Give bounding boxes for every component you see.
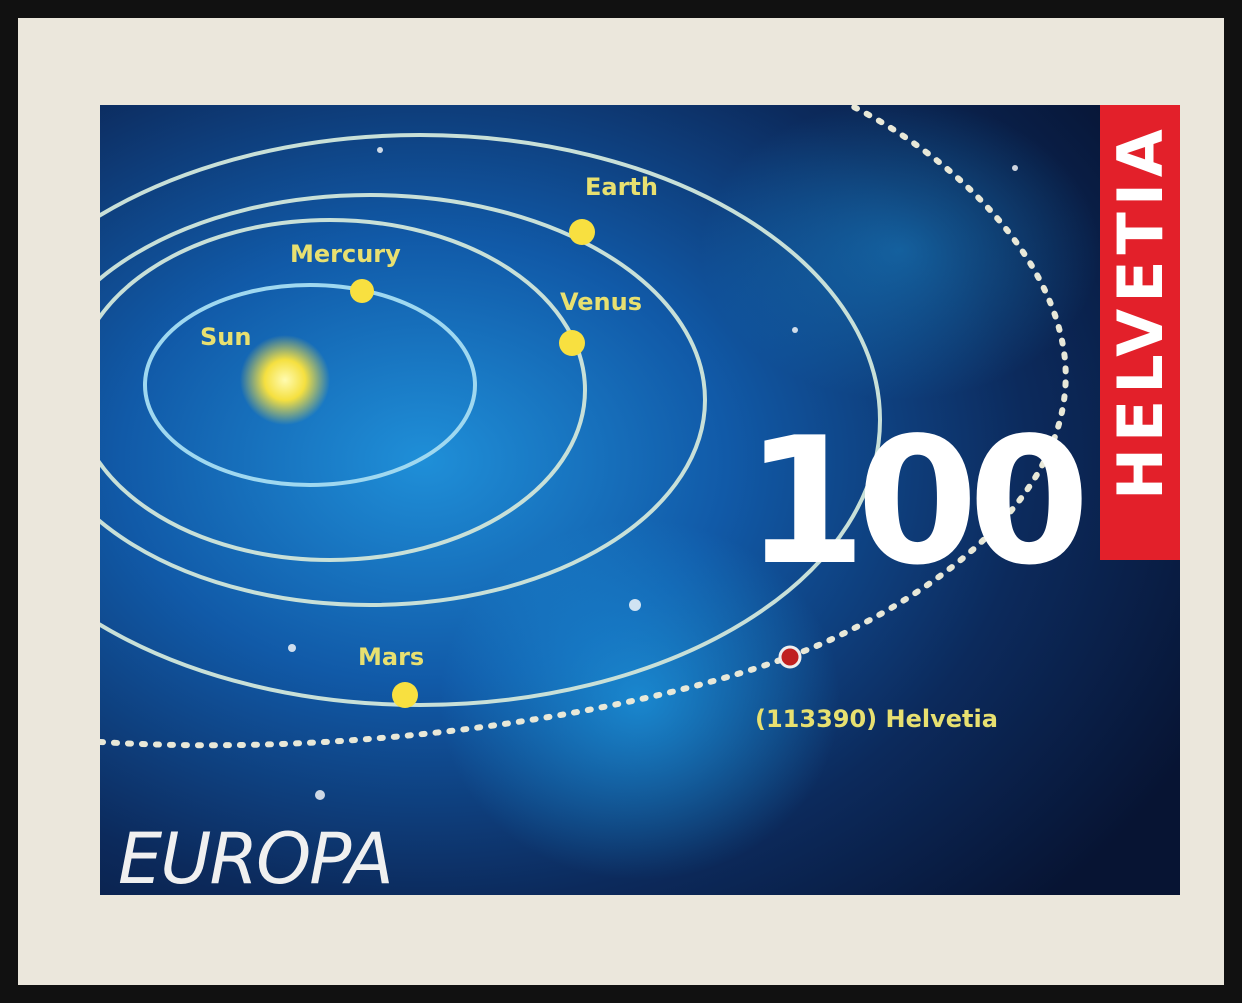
label-asteroid: (113390) Helvetia [755,705,998,733]
label-venus: Venus [560,288,642,316]
series: EUROPA [118,818,392,900]
label-mercury: Mercury [290,240,401,268]
stamp-photo: Earth Mercury Venus Sun Mars (113390) He… [0,0,1242,1003]
sun [240,335,330,425]
denomination: 100 [745,401,1083,604]
country: HELVETIA [1104,123,1177,500]
label-earth: Earth [585,173,658,201]
asteroid [780,647,800,667]
label-mars: Mars [358,643,424,671]
page: Earth Mercury Venus Sun Mars (113390) He… [0,0,1242,1003]
label-sun: Sun [200,323,251,351]
artwork: Earth Mercury Venus Sun Mars (113390) He… [0,100,1180,900]
